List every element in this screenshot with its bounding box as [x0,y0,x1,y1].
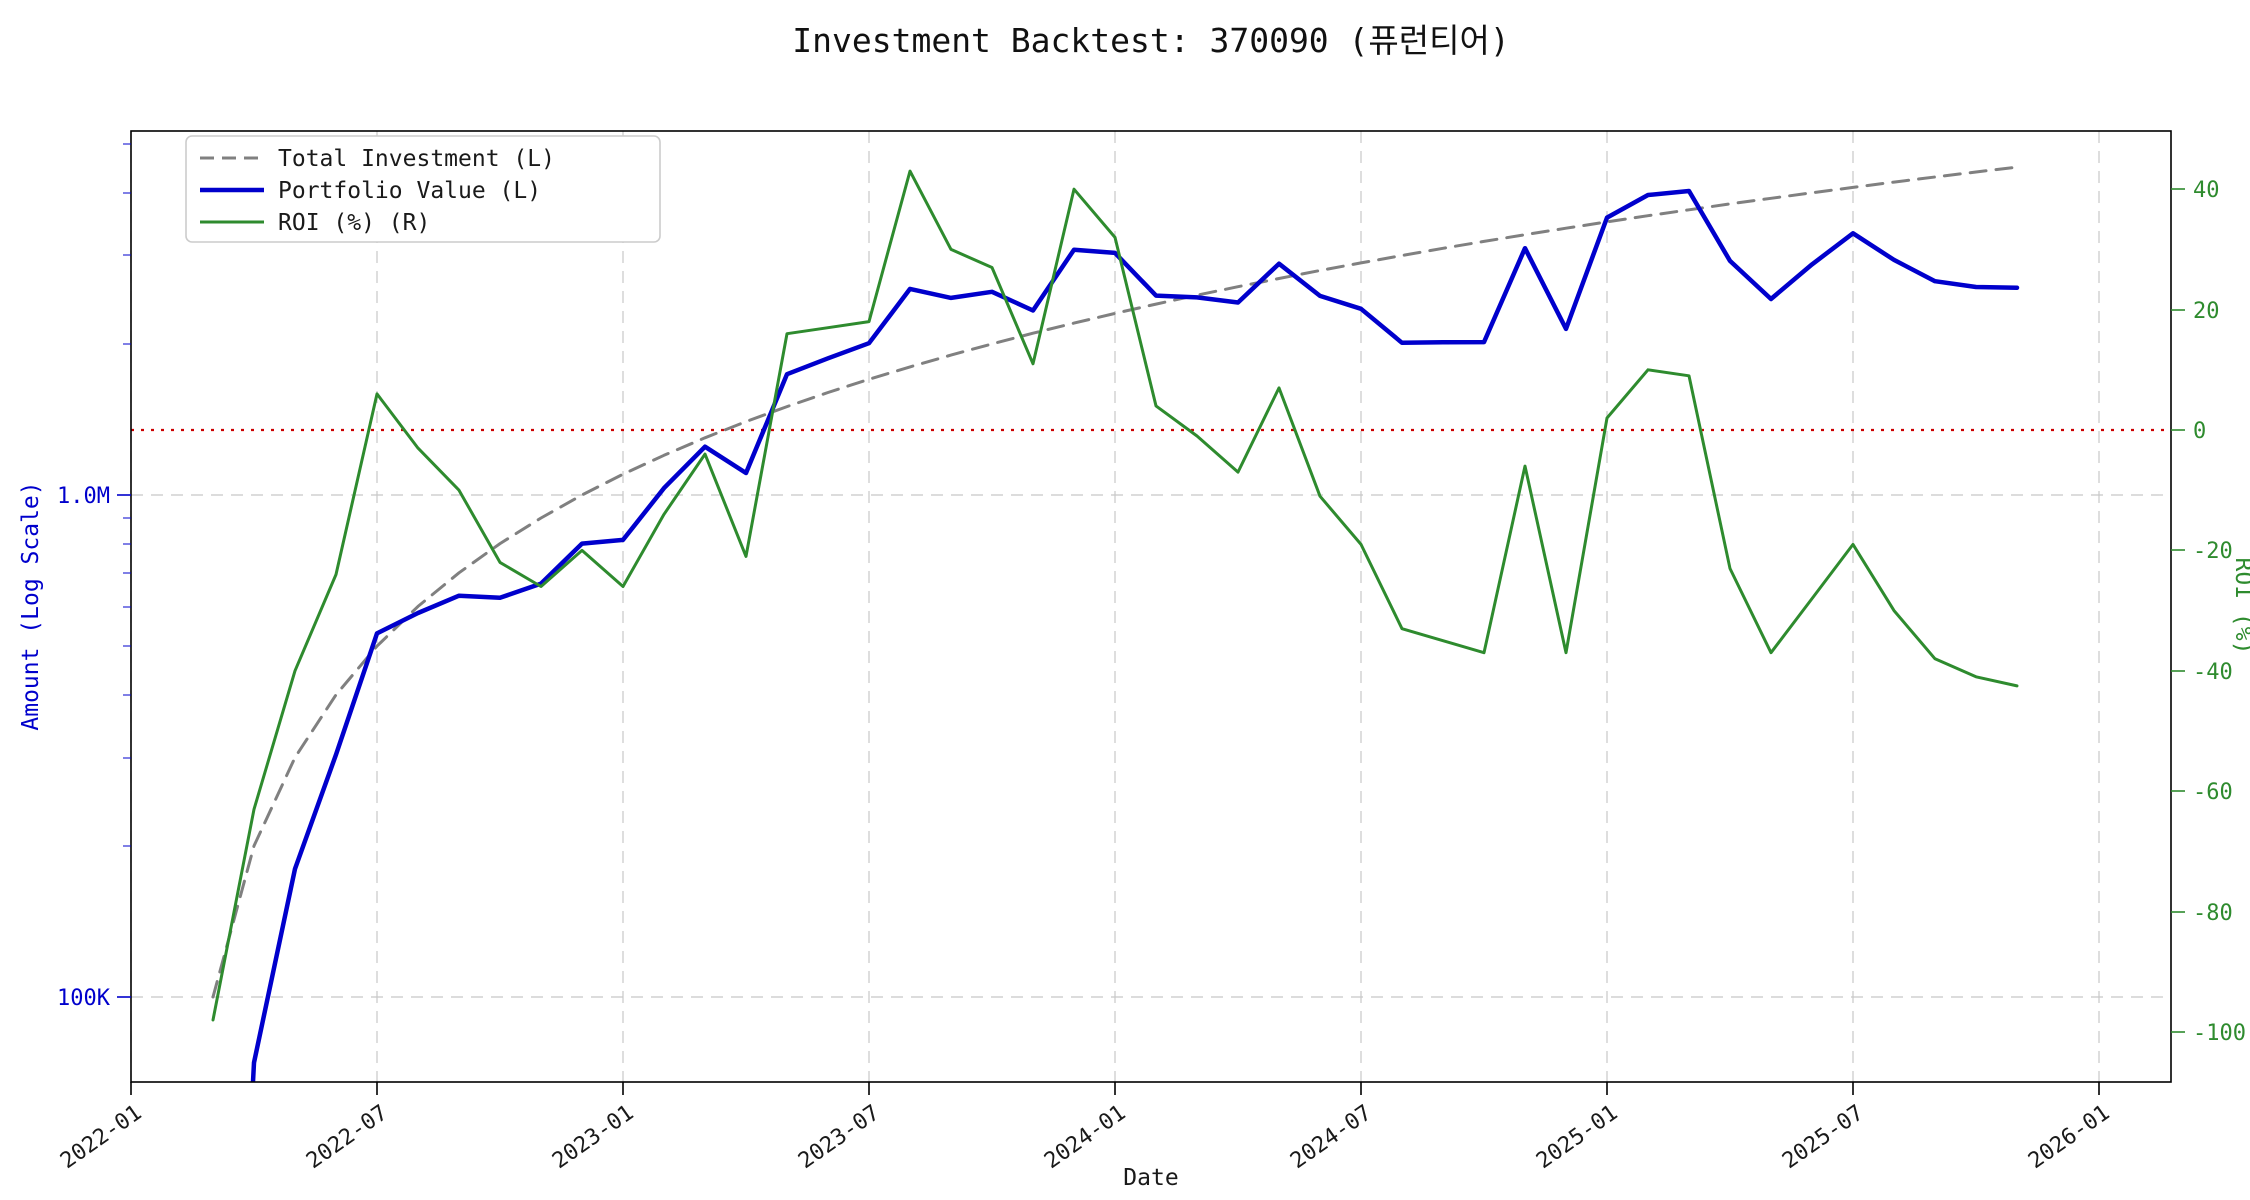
legend: Total Investment (L) Portfolio Value (L)… [185,135,661,243]
x-axis-label: Date [1123,1165,1178,1191]
x-tick-label: 2023-07 [794,1100,884,1174]
x-tick-label: 2024-07 [1286,1100,1376,1174]
series-layer [211,165,2020,1082]
y-left-tick-label: 1.0M [57,484,110,509]
y-right-tick-label: -100 [2193,1021,2246,1046]
y-left-axis-label: Amount (Log Scale) [18,481,44,730]
x-tick-label: 2025-07 [1778,1100,1868,1174]
total-investment-line [211,165,2019,999]
x-tick-label: 2022-01 [56,1100,146,1174]
y-right-tick-label: 0 [2193,419,2206,444]
y-left-tick-marks [117,143,131,998]
chart-title: Investment Backtest: 370090 (퓨런티어) [792,21,1509,60]
y-right-tick-marks [2171,188,2185,1033]
y-right-tick-label: 20 [2193,299,2220,324]
x-tick-label: 2026-01 [2024,1100,2114,1174]
grid [130,131,2171,1082]
y-right-tick-label: -80 [2193,901,2233,926]
portfolio-value-line [250,188,2020,1082]
y-right-tick-label: -40 [2193,660,2233,685]
y-right-tick-label: -20 [2193,539,2233,564]
legend-label-roi: ROI (%) (R) [278,210,430,236]
x-tick-label: 2022-07 [302,1100,392,1174]
y-right-tick-label: -60 [2193,780,2233,805]
legend-label-total-investment: Total Investment (L) [278,146,555,172]
y-right-axis-label: ROI (%) [2230,558,2250,655]
x-tick-label: 2023-01 [548,1100,638,1174]
roi-line [211,169,2019,1022]
legend-label-portfolio-value: Portfolio Value (L) [278,178,541,204]
x-tick-marks [130,1082,2100,1095]
y-left-tick-label: 100K [57,986,111,1011]
x-tick-label: 2025-01 [1532,1100,1622,1174]
y-right-tick-label: 40 [2193,178,2220,203]
x-tick-label: 2024-01 [1040,1100,1130,1174]
